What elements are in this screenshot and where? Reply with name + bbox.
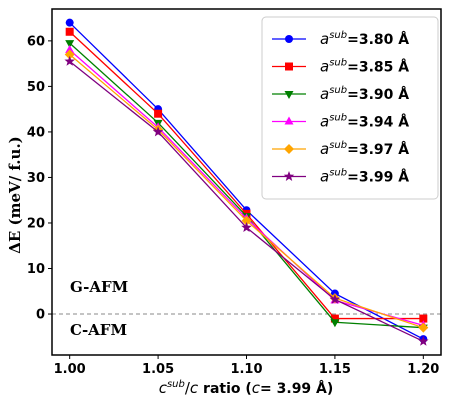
legend-item: asub=3.90 Å [272,85,409,103]
data-point [65,44,75,53]
data-point [152,126,164,137]
y-tick-label: 0 [36,308,45,323]
x-axis-label: csub/c ratio (c= 3.99 Å) [159,379,334,397]
data-point [419,314,428,323]
legend-item: asub=3.85 Å [272,58,409,76]
legend-item: asub=3.97 Å [272,140,409,158]
x-label-rest: ratio ( [198,381,252,397]
legend-label-value: =3.99 Å [347,169,409,186]
legend-box [261,16,439,200]
legend-label-value: =3.97 Å [347,141,409,158]
y-tick-label: 60 [27,34,45,49]
legend-label: asub=3.97 Å [320,140,409,158]
data-point [65,27,74,36]
x-label-sup: sub [167,379,185,390]
legend-label-sup: sub [329,168,347,179]
legend-label-symbol: a [320,140,329,158]
x-tick-label: 1.15 [319,362,351,377]
legend-marker [284,116,294,125]
legend-marker [283,171,295,181]
data-point [330,314,339,323]
ticks-layer: 0 10 20 30 40 50 60 1.00 1.05 1.10 1.15 1.20 [27,34,439,377]
data-point [330,319,340,328]
data-point [418,322,429,333]
series-layer [64,18,429,346]
legend-label: asub=3.94 Å [320,113,409,131]
legend-label: asub=3.99 Å [320,168,409,186]
legend-item: asub=3.80 Å [272,30,409,48]
legend-item: asub=3.94 Å [272,113,409,131]
x-label-c2: c [190,379,199,397]
legend-label-sup: sub [329,113,347,124]
x-label-slash: / [185,379,191,397]
legend-label-value: =3.85 Å [347,59,409,76]
data-point [241,222,252,232]
data-point [329,293,341,304]
legend-label-sup: sub [329,58,347,69]
legend-label-symbol: a [320,113,329,131]
legend-marker [285,35,293,43]
legend-label: asub=3.90 Å [320,85,409,103]
legend-marker [285,62,293,71]
series-6 [64,55,429,346]
legend-label-symbol: a [320,85,329,103]
legend-label-value: =3.80 Å [347,31,409,48]
legend-marker [284,91,294,99]
x-label-eq: = 3.99 Å) [260,380,333,397]
legend-label-value: =3.94 Å [347,114,409,131]
legend-label-symbol: a [320,58,329,76]
legend-label-sup: sub [329,140,347,151]
legend-label-symbol: a [320,30,329,48]
legend-label: asub=3.80 Å [320,30,409,48]
data-point [65,40,75,49]
annotation-c-afm: C-AFM [70,321,127,339]
x-label-c1: c [159,379,168,397]
x-label-c3: c [252,379,261,397]
legend-label-sup: sub [329,30,347,41]
y-tick-label: 20 [27,216,45,231]
y-tick-label: 40 [27,125,45,140]
legend-label-sup: sub [329,85,347,96]
x-tick-label: 1.20 [407,362,439,377]
data-point [241,215,252,226]
legend-label-symbol: a [320,168,329,186]
legend-marker [284,144,294,154]
annotation-g-afm: G-AFM [70,278,128,296]
y-tick-label: 10 [27,262,45,277]
x-tick-label: 1.10 [230,362,262,377]
x-tick-label: 1.00 [54,362,86,377]
y-axis-label: ΔE (meV/ f.u.) [6,136,24,254]
legend-label: asub=3.85 Å [320,58,409,76]
data-point [64,55,75,66]
data-point [64,49,75,60]
x-tick-label: 1.05 [142,362,174,377]
data-point [154,109,163,118]
data-point [65,18,74,27]
legend-label-value: =3.90 Å [347,86,409,103]
data-point [418,335,429,346]
y-tick-label: 30 [27,171,45,186]
legend-item: asub=3.99 Å [272,168,409,186]
y-tick-label: 50 [27,80,45,95]
